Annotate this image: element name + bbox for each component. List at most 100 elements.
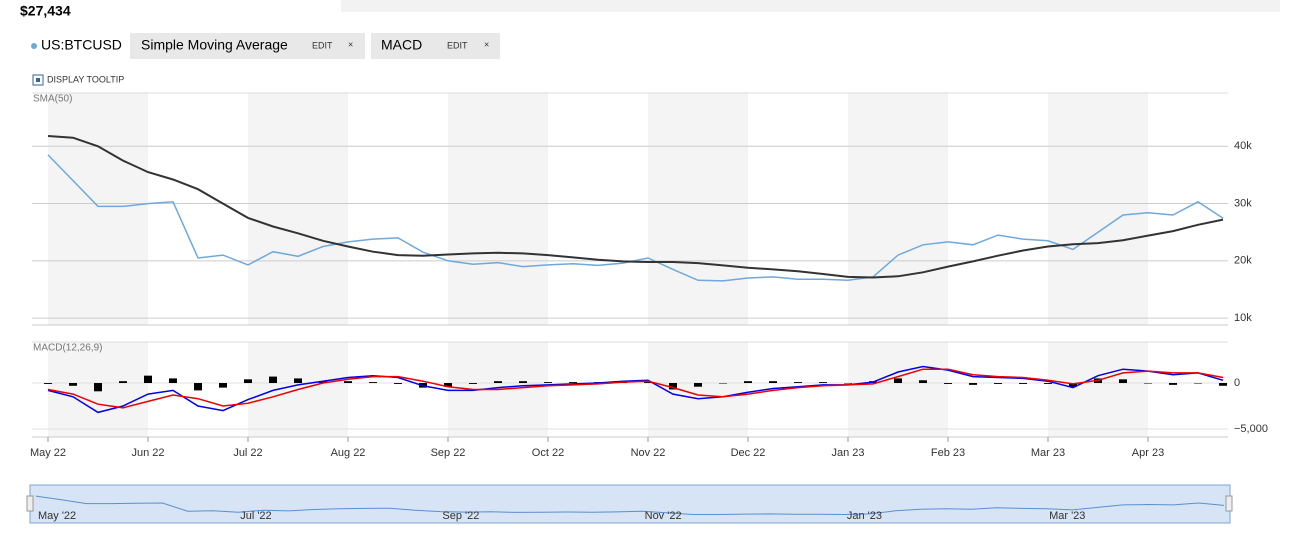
histogram-bar [544, 382, 552, 384]
month-band [648, 342, 748, 437]
histogram-bar [569, 382, 577, 384]
histogram-bar [844, 383, 852, 384]
navigator-label: May '22 [38, 510, 76, 522]
x-tick-label: Jun 22 [131, 447, 164, 459]
month-band [848, 93, 948, 325]
histogram-bar [369, 382, 377, 384]
month-band [648, 93, 748, 325]
month-band [448, 93, 548, 325]
histogram-bar [144, 375, 152, 384]
histogram-bar [1044, 383, 1052, 384]
tooltip-toggle[interactable]: DISPLAY TOOLTIP [47, 74, 124, 84]
navigator-label: Sep '22 [442, 510, 479, 522]
histogram-bar [469, 383, 477, 384]
series-line [47, 365, 1224, 414]
x-tick-label: Oct 22 [532, 447, 564, 459]
month-band [1048, 93, 1148, 325]
series-line [47, 135, 1224, 279]
histogram-bar [169, 378, 177, 384]
navigator-label: Mar '23 [1049, 510, 1085, 522]
navigator-label: Jan '23 [847, 510, 882, 522]
close-button[interactable]: × [348, 39, 353, 49]
checkbox-mark [36, 78, 40, 82]
x-tick-label: Feb 23 [931, 447, 965, 459]
price: $27,434 [20, 3, 71, 19]
navigator-handle[interactable] [1225, 495, 1233, 512]
histogram-bar [694, 383, 702, 387]
histogram-bar [219, 383, 227, 388]
histogram-bar [1169, 383, 1177, 385]
histogram-bar [94, 383, 102, 392]
top-bar [341, 0, 1280, 12]
histogram-bar [894, 378, 902, 384]
indicator-name: MACD [381, 37, 422, 53]
month-band [848, 342, 948, 437]
histogram-bar [1194, 383, 1202, 384]
close-button[interactable]: × [484, 39, 489, 49]
navigator-label: Nov '22 [645, 510, 682, 522]
x-tick-label: Sep 22 [431, 447, 466, 459]
y-tick-label: 30k [1234, 197, 1252, 209]
month-band [1048, 342, 1148, 437]
histogram-bar [1144, 383, 1152, 384]
histogram-bar [1069, 383, 1077, 387]
x-tick-label: Nov 22 [631, 447, 666, 459]
edit-button[interactable]: EDIT [312, 40, 333, 50]
histogram-bar [919, 380, 927, 384]
y-tick-label: 0 [1234, 377, 1240, 389]
histogram-bar [344, 381, 352, 384]
x-tick-label: Dec 22 [731, 447, 766, 459]
histogram-bar [69, 383, 77, 386]
histogram-bar [669, 383, 677, 390]
histogram-bar [1019, 383, 1027, 384]
edit-button[interactable]: EDIT [447, 40, 468, 50]
histogram-bar [519, 381, 527, 384]
x-tick-label: May 22 [30, 447, 66, 459]
histogram-bar [944, 383, 952, 384]
legend-entry[interactable]: US:BTCUSD [41, 37, 122, 53]
y-tick-label: 10k [1234, 312, 1252, 324]
histogram-bar [1119, 379, 1127, 384]
histogram-bar [444, 383, 452, 387]
histogram-bar [194, 383, 202, 391]
x-tick-label: Aug 22 [331, 447, 366, 459]
x-tick-label: Jan 23 [831, 447, 864, 459]
x-tick-label: Jul 22 [233, 447, 262, 459]
histogram-bar [269, 376, 277, 384]
histogram-bar [819, 382, 827, 384]
month-band [48, 93, 148, 325]
y-tick-label: −5,000 [1234, 423, 1268, 435]
histogram-bar [294, 378, 302, 384]
histogram-bar [44, 383, 52, 384]
indicator-name: Simple Moving Average [141, 37, 288, 53]
navigator-label: Jul '22 [240, 510, 271, 522]
series-line [47, 154, 1224, 282]
navigator-line [35, 495, 1225, 516]
y-tick-label: 20k [1234, 255, 1252, 267]
histogram-bar [994, 383, 1002, 384]
indicator-button[interactable] [371, 33, 500, 59]
histogram-bar [744, 381, 752, 384]
histogram-bar [794, 382, 802, 384]
histogram-bar [494, 381, 502, 384]
x-tick-label: Mar 23 [1031, 447, 1065, 459]
histogram-bar [969, 383, 977, 385]
histogram-bar [769, 381, 777, 384]
pane-label: MACD(12,26,9) [33, 343, 102, 354]
histogram-bar [394, 383, 402, 384]
histogram-bar [1219, 383, 1227, 386]
x-tick-label: Apr 23 [1132, 447, 1164, 459]
y-tick-label: 40k [1234, 140, 1252, 152]
histogram-bar [719, 383, 727, 384]
histogram-bar [319, 381, 327, 384]
histogram-bar [644, 382, 652, 384]
legend-dot [31, 43, 37, 49]
indicator-button[interactable] [130, 33, 365, 59]
series-line [47, 368, 1224, 409]
pane-label: SMA(50) [33, 94, 72, 105]
histogram-bar [244, 379, 252, 384]
histogram-bar [119, 381, 127, 384]
month-band [248, 93, 348, 325]
navigator-handle[interactable] [26, 495, 34, 512]
